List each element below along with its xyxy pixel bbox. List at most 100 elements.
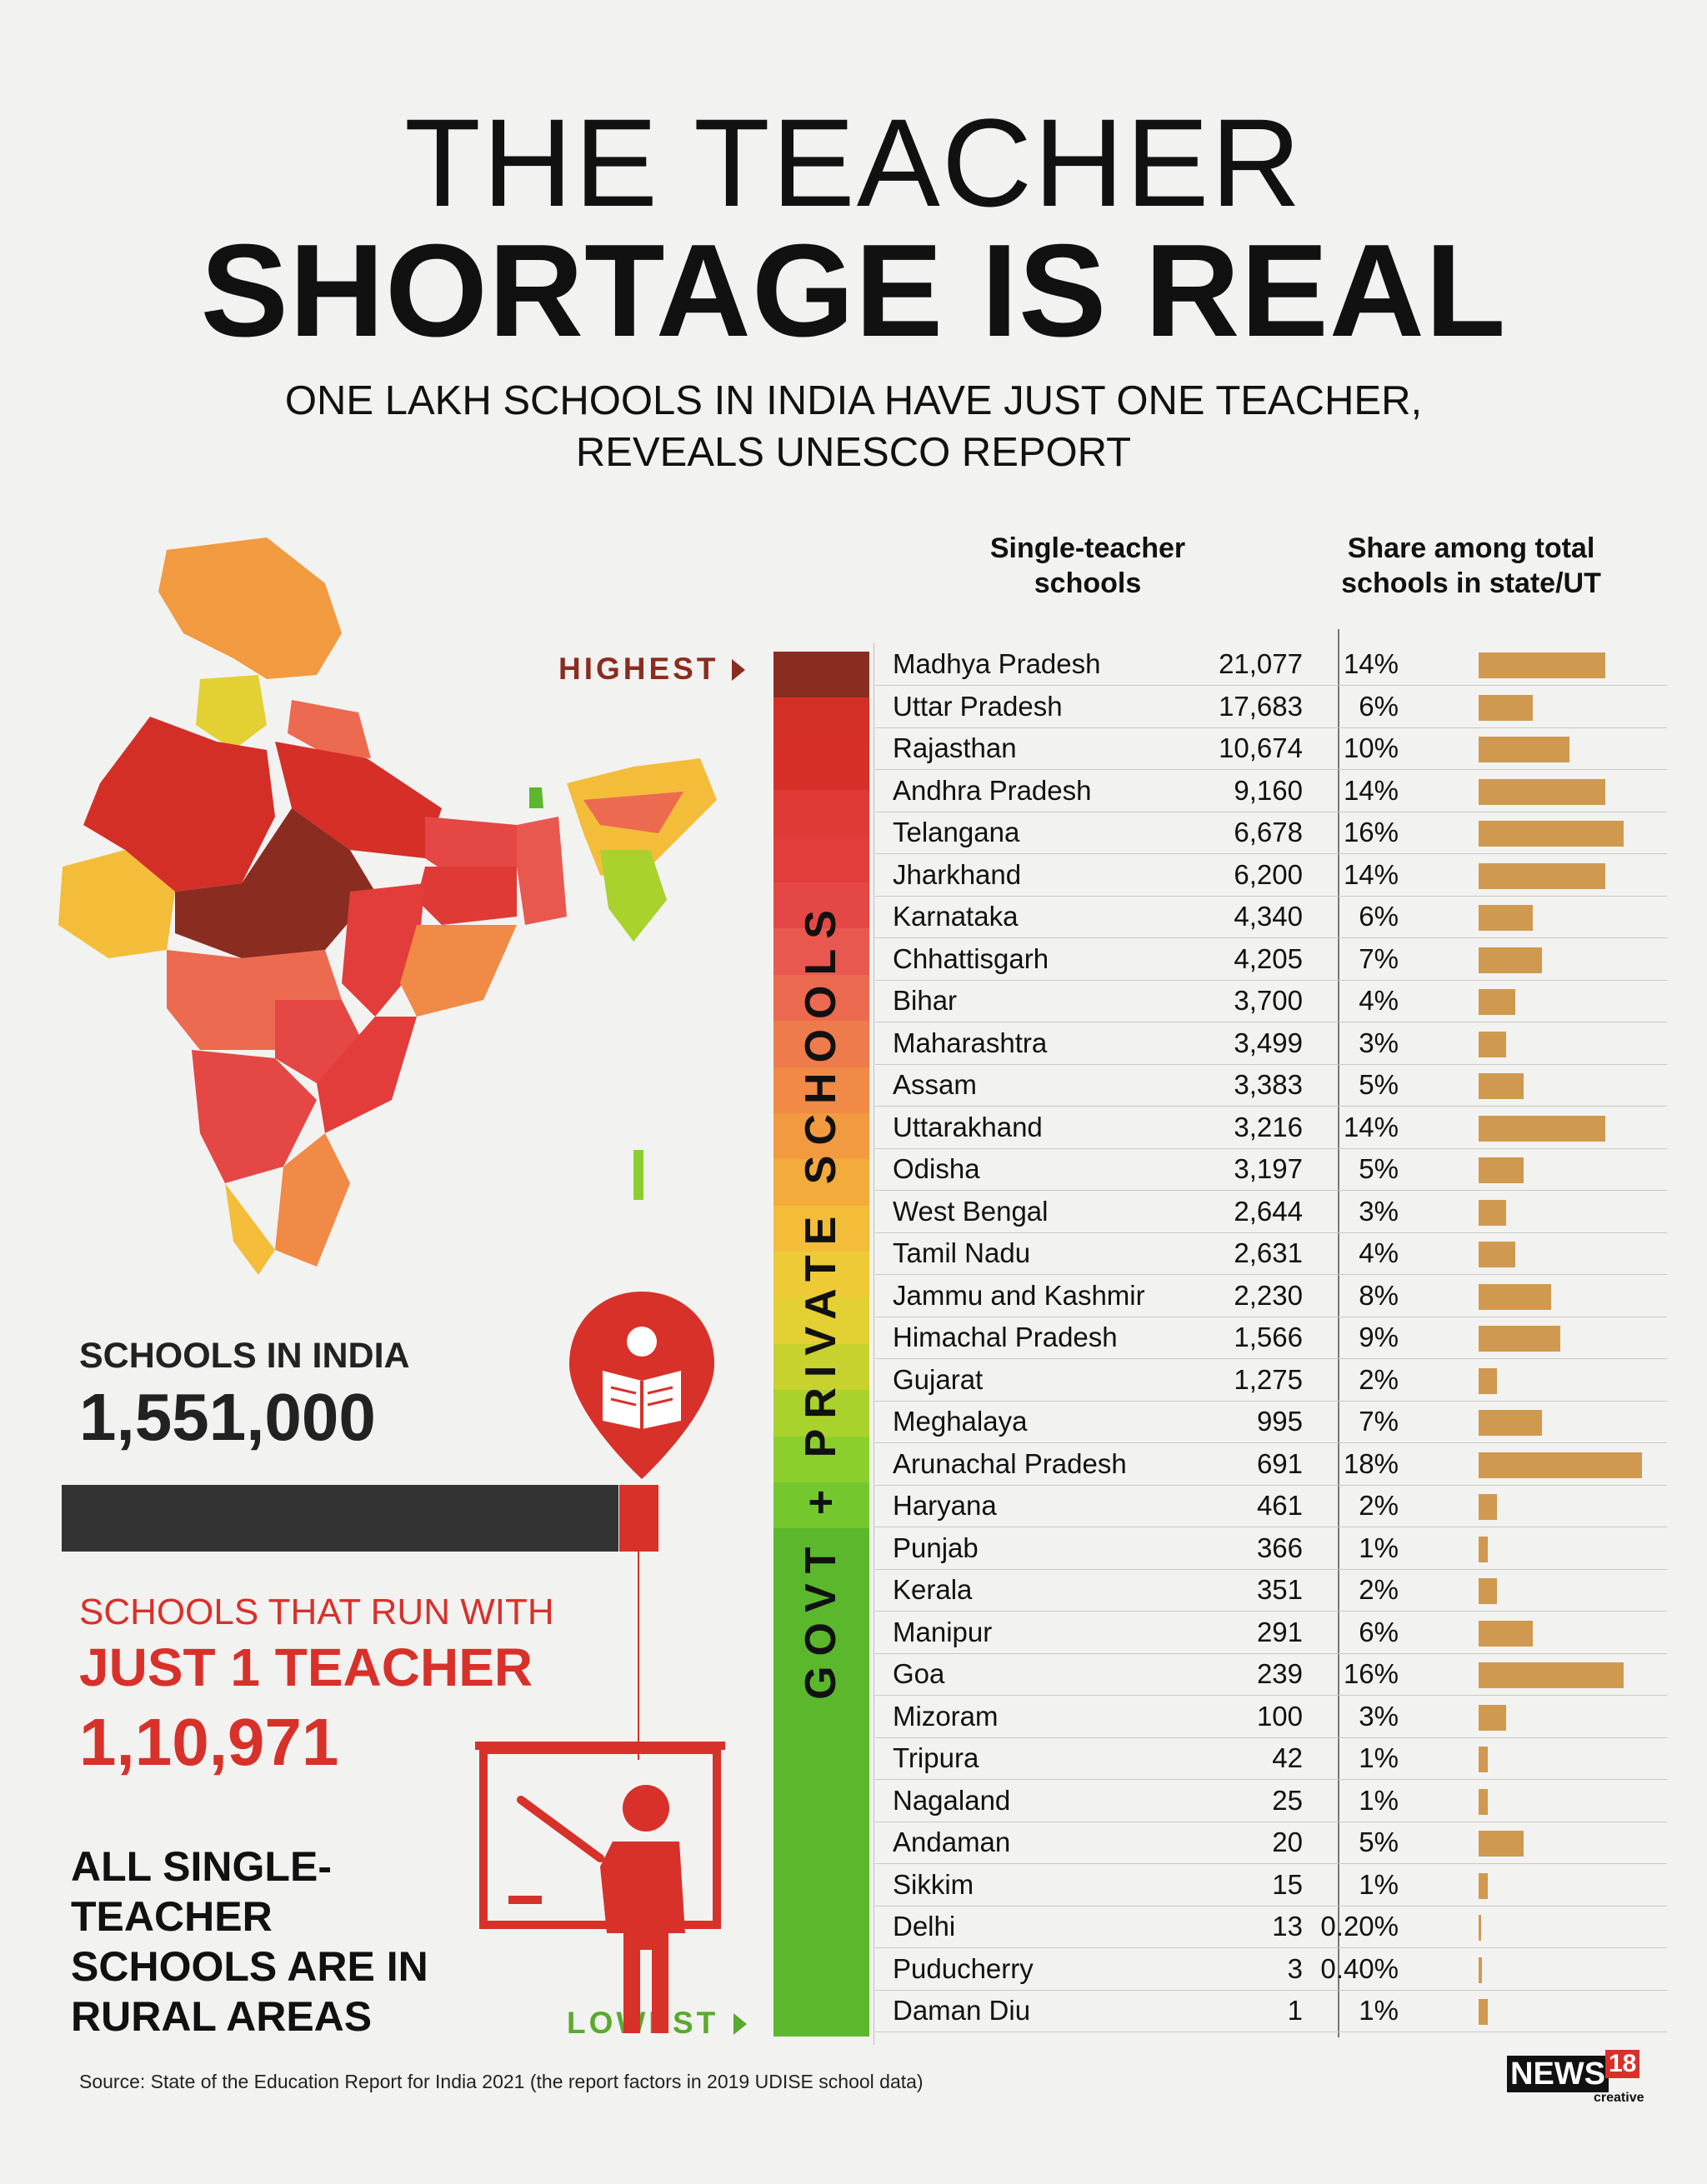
share-bar: [1479, 1115, 1606, 1142]
schools-in-india-value: 1,551,000: [79, 1380, 376, 1454]
gradient-segment: [773, 790, 869, 837]
share-percent: 1%: [1359, 1784, 1399, 1816]
share-bar: [1479, 1578, 1497, 1604]
state-name: Jammu and Kashmir: [893, 1279, 1145, 1311]
gradient-scale-bar: [773, 652, 869, 2037]
table-row: Mizoram 100 3%: [875, 1696, 1667, 1738]
share-bar: [1479, 1410, 1543, 1436]
table-row: Andhra Pradesh 9,160 14%: [875, 770, 1667, 812]
share-bar: [1479, 1242, 1515, 1267]
table-row: Odisha 3,197 5%: [875, 1148, 1667, 1192]
single-teacher-count: 4,205: [1234, 942, 1303, 974]
table-row: Nagaland 25 1%: [875, 1780, 1667, 1822]
state-name: Goa: [893, 1658, 945, 1689]
single-teacher-count: 1,566: [1234, 1322, 1303, 1352]
share-bar: [1479, 1788, 1488, 1815]
state-name: Uttarakhand: [893, 1111, 1043, 1142]
single-teacher-count: 21,077: [1219, 648, 1303, 679]
state-name: Tripura: [893, 1742, 979, 1773]
map-region-andhra: [317, 1017, 417, 1133]
state-name: Delhi: [893, 1911, 956, 1942]
single-teacher-count: 2,631: [1234, 1237, 1303, 1268]
table-row: Telangana 6,678 16%: [875, 812, 1667, 855]
arrow-right-icon: [733, 2013, 747, 2035]
single-teacher-count: 3,197: [1234, 1153, 1303, 1184]
state-name: Puducherry: [893, 1952, 1034, 1984]
table-row: Delhi 13 0.20%: [875, 1906, 1667, 1949]
table-row: Assam 3,383 5%: [875, 1064, 1667, 1107]
single-teacher-count: 42: [1272, 1742, 1303, 1773]
state-name: Daman Diu: [893, 1995, 1031, 2026]
column-header-share: Share among total schools in state/UT: [1296, 531, 1646, 601]
share-bar: [1479, 1999, 1488, 2025]
single-teacher-count: 291: [1256, 1616, 1303, 1647]
source-note: Source: State of the Education Report fo…: [79, 2071, 924, 2092]
gradient-segment: [773, 1297, 869, 1344]
lowest-label: LOWEST: [567, 2006, 719, 2040]
share-bar: [1479, 947, 1543, 973]
share-percent: 1%: [1359, 1532, 1399, 1563]
share-bar: [1479, 1157, 1524, 1183]
table-row: Arunachal Pradesh 691 18%: [875, 1443, 1667, 1486]
map-region-west-bengal: [517, 817, 567, 925]
share-percent: 14%: [1343, 1111, 1399, 1142]
table-row: Puducherry 3 0.40%: [875, 1948, 1667, 1991]
column-header-single-teacher: Single-teacher schools: [938, 531, 1238, 601]
map-region-punjab: [196, 675, 267, 750]
single-teacher-count: 17,683: [1219, 690, 1303, 722]
share-percent: 18%: [1343, 1447, 1399, 1479]
single-teacher-count: 6,678: [1234, 817, 1303, 847]
india-choropleth-map: [58, 537, 717, 1275]
map-region-karnataka: [192, 1050, 317, 1183]
table-row: Sikkim 15 1%: [875, 1864, 1667, 1907]
gradient-segment: [773, 1390, 869, 1437]
single-teacher-count: 3: [1287, 1952, 1303, 1984]
state-name: Manipur: [893, 1616, 993, 1647]
share-percent: 4%: [1359, 1237, 1399, 1268]
single-teacher-count: 9,160: [1234, 774, 1303, 806]
single-teacher-count: 100: [1256, 1700, 1303, 1732]
share-bar: [1479, 694, 1534, 721]
news18-logo-creative: creative: [1594, 2091, 1644, 2105]
gradient-segment: [773, 882, 869, 929]
subtitle-line-1: ONE LAKH SCHOOLS IN INDIA HAVE JUST ONE …: [284, 378, 1423, 423]
state-name: Andaman: [893, 1827, 1011, 1857]
single-teacher-count: 366: [1256, 1532, 1303, 1563]
gradient-segment: [773, 1528, 869, 2037]
column-header-share-line1: Share among total: [1347, 532, 1595, 564]
state-name: Haryana: [893, 1490, 997, 1521]
map-region-andaman: [633, 1150, 643, 1200]
map-region-uttarakhand: [288, 700, 371, 758]
single-teacher-count: 995: [1256, 1406, 1303, 1437]
share-percent: 9%: [1359, 1322, 1399, 1352]
share-percent: 1%: [1359, 1995, 1399, 2026]
map-region-tamil-nadu: [275, 1133, 350, 1267]
vertical-label: GOVT + PRIVATE SCHOOLS: [797, 900, 845, 1700]
map-region-up: [275, 742, 442, 858]
one-teacher-schools-bar: [619, 1485, 658, 1552]
share-bar: [1479, 737, 1569, 762]
state-name: Assam: [893, 1069, 977, 1100]
gradient-segment: [773, 836, 869, 882]
share-bar: [1479, 1283, 1552, 1310]
table-row: Karnataka 4,340 6%: [875, 896, 1667, 939]
share-bar: [1479, 821, 1624, 847]
state-name: Himachal Pradesh: [893, 1322, 1118, 1352]
one-teacher-value: 1,10,971: [79, 1705, 339, 1779]
share-percent: 2%: [1359, 1490, 1399, 1521]
state-name: Andhra Pradesh: [893, 774, 1092, 806]
share-percent: 7%: [1359, 942, 1399, 974]
one-teacher-label-line2: JUST 1 TEACHER: [79, 1637, 533, 1697]
gradient-segment: [773, 1482, 869, 1529]
state-name: Telangana: [893, 817, 1020, 847]
teacher-at-board-icon: [475, 1742, 725, 2033]
table-row: Madhya Pradesh 21,077 14%: [875, 643, 1667, 687]
table-row: Tripura 42 1%: [875, 1737, 1667, 1781]
table-row: Uttar Pradesh 17,683 6%: [875, 686, 1667, 728]
single-teacher-count: 15: [1272, 1868, 1303, 1900]
table-row: Gujarat 1,275 2%: [875, 1359, 1667, 1402]
news18-logo-text: NEWS: [1507, 2056, 1609, 2092]
state-name: Madhya Pradesh: [893, 648, 1101, 679]
share-bar: [1479, 1662, 1624, 1688]
state-name: Meghalaya: [893, 1406, 1028, 1437]
